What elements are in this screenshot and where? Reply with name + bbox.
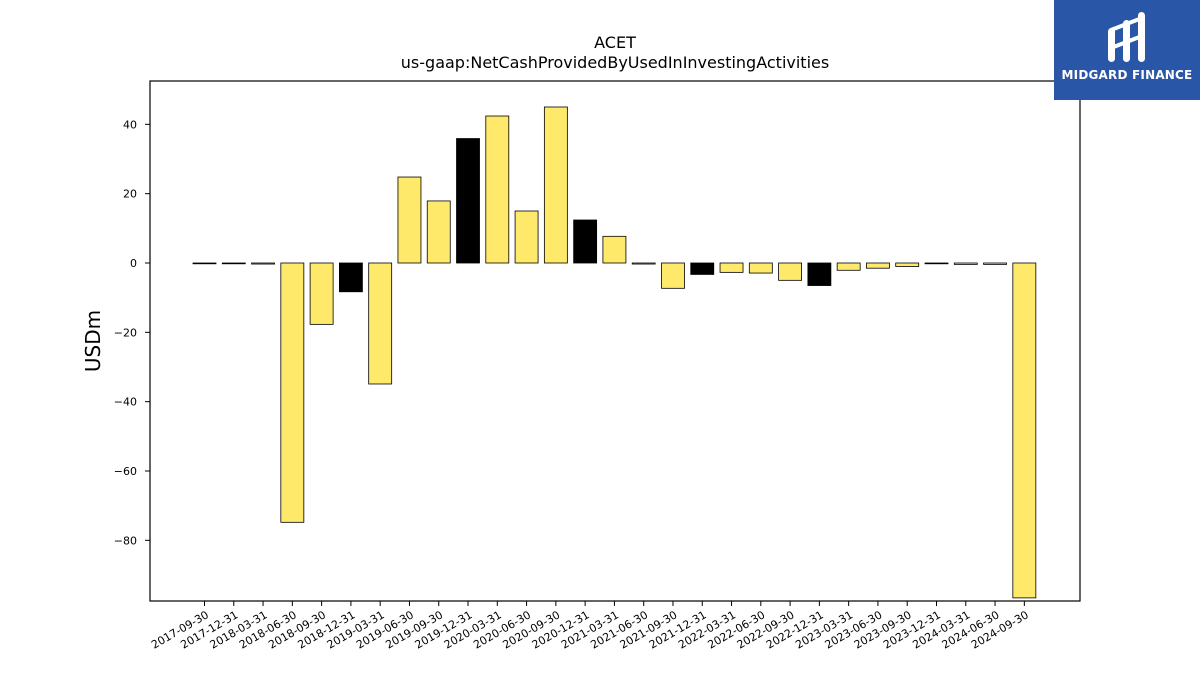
bar-2021-03-31 <box>602 235 627 264</box>
bar-2020-03-31 <box>485 115 510 264</box>
bar-2023-09-30 <box>895 262 920 267</box>
bar-2017-12-31 <box>221 262 246 265</box>
bar-2018-03-31 <box>251 262 275 265</box>
chart-title: ACET <box>594 33 636 52</box>
bars <box>192 106 1037 599</box>
bar-2023-03-31 <box>836 262 861 271</box>
bar-2018-12-31 <box>338 262 363 293</box>
bar-2020-06-30 <box>514 210 539 264</box>
plot-frame <box>149 80 1081 602</box>
y-tick-label: −60 <box>114 465 137 478</box>
chart-subtitle: us-gaap:NetCashProvidedByUsedInInvesting… <box>401 53 829 72</box>
brand-name: MIDGARD FINANCE <box>1061 68 1193 82</box>
bar-2021-09-30 <box>661 262 685 289</box>
bar-2019-06-30 <box>397 176 422 264</box>
bar-2019-12-31 <box>456 138 480 264</box>
bar-2022-06-30 <box>748 262 773 274</box>
y-tick-label: 0 <box>130 257 137 270</box>
bar-2021-12-31 <box>690 262 715 275</box>
bar-2022-09-30 <box>778 262 802 281</box>
bar-2018-09-30 <box>309 262 334 325</box>
bar-2022-03-31 <box>719 262 744 273</box>
bar-2023-06-30 <box>866 262 890 269</box>
bar-2023-12-31 <box>924 262 949 265</box>
y-tick-label: −20 <box>114 326 137 339</box>
y-axis-label: USDm <box>81 310 105 372</box>
bar-2024-06-30 <box>983 262 1007 265</box>
bar-2019-09-30 <box>426 200 451 264</box>
brand-logo: MIDGARD FINANCE <box>1054 0 1200 100</box>
y-tick-label: 20 <box>123 188 137 201</box>
y-tick-label: −80 <box>114 534 137 547</box>
bar-2024-03-31 <box>953 262 978 265</box>
bar-2020-12-31 <box>573 219 598 264</box>
bar-2021-06-30 <box>631 262 656 265</box>
bar-2018-06-30 <box>280 262 305 523</box>
bar-2022-12-31 <box>807 262 832 286</box>
y-tick-label: −40 <box>114 396 137 409</box>
bar-2024-09-30 <box>1012 262 1037 599</box>
y-axis-ticks: −80 −60 −40 −20 0 20 40 <box>114 118 150 547</box>
y-tick-label: 40 <box>123 118 137 131</box>
bar-2019-03-31 <box>368 262 393 385</box>
midgard-logo-icon <box>1108 12 1145 62</box>
x-axis-ticks: 2017-09-302017-12-312018-03-312018-06-30… <box>149 601 1031 652</box>
bar-2017-09-30 <box>192 262 217 265</box>
bar-2020-09-30 <box>543 106 568 264</box>
